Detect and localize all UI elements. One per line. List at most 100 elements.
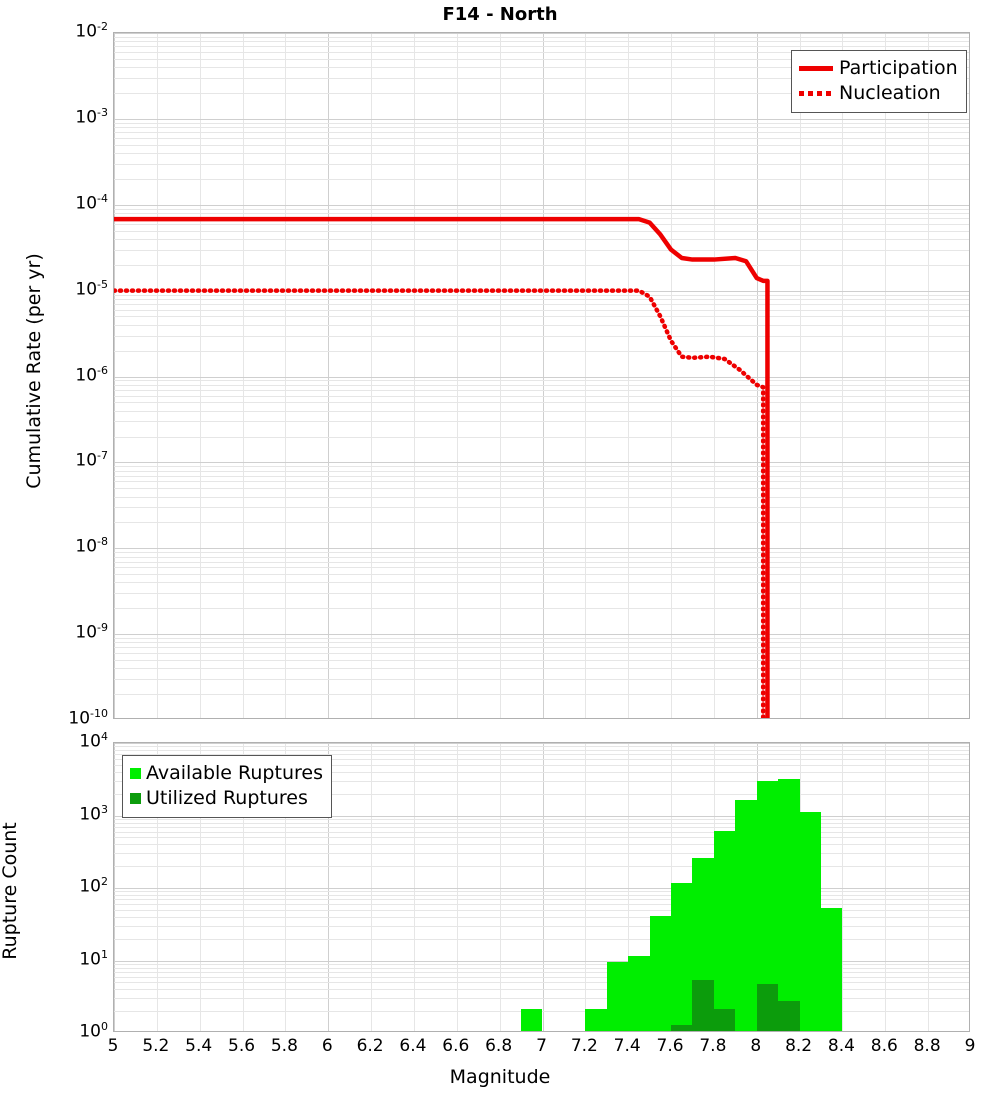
bar-available-ruptures [713, 830, 736, 1031]
gridline-minor [114, 231, 969, 232]
gridline-minor [114, 390, 969, 391]
gridline-minor [114, 660, 969, 661]
gridline-minor [114, 396, 969, 397]
gridline-minor [114, 476, 969, 477]
gridline-minor [114, 998, 969, 999]
gridline-vertical [243, 33, 244, 718]
gridline-minor [114, 351, 969, 352]
gridline-minor [114, 93, 969, 94]
x-tick-label: 7 [536, 1036, 547, 1056]
gridline-minor [114, 336, 969, 337]
bar-available-ruptures [799, 811, 822, 1031]
gridline-minor [114, 145, 969, 146]
gridline-minor [114, 562, 969, 563]
gridline-minor [114, 507, 969, 508]
x-tick-label: 6 [321, 1036, 333, 1056]
gridline-minor [114, 37, 969, 38]
gridline-minor [114, 819, 969, 820]
gridline-minor [114, 179, 969, 180]
x-tick-label: 8.2 [785, 1036, 813, 1056]
gridline-vertical [714, 33, 715, 718]
y-tick-label: 104 [79, 730, 108, 752]
gridline-vertical [500, 743, 501, 1031]
gridline-major [114, 888, 969, 889]
x-tick-label: 5.2 [142, 1036, 170, 1056]
x-tick-label: 6.6 [442, 1036, 470, 1056]
gridline-minor [114, 488, 969, 489]
gridline-vertical [885, 743, 886, 1031]
bar-available-ruptures [606, 961, 629, 1031]
gridline-minor [114, 481, 969, 482]
cumulative-rate-plot [113, 32, 970, 719]
bar-available-ruptures [585, 1009, 607, 1031]
y-tick-label: 10-9 [75, 621, 108, 643]
x-tick-label: 6.2 [356, 1036, 384, 1056]
legend-item-utilized[interactable]: Utilized Ruptures [130, 786, 323, 811]
gridline-minor [114, 402, 969, 403]
gridline-minor [114, 123, 969, 124]
gridline-minor [114, 385, 969, 386]
gridline-minor [114, 895, 969, 896]
gridline-minor [114, 989, 969, 990]
gridline-minor [114, 754, 969, 755]
gridline-minor [114, 977, 969, 978]
legend-item-available[interactable]: Available Ruptures [130, 761, 323, 786]
legend-label-available: Available Ruptures [146, 762, 323, 784]
gridline-minor [114, 593, 969, 594]
gridline-minor [114, 41, 969, 42]
gridline-vertical [114, 743, 115, 1031]
gridline-vertical [328, 743, 329, 1031]
gridline-vertical [800, 33, 801, 718]
gridline-minor [114, 59, 969, 60]
gridline-vertical [157, 33, 158, 718]
gridline-minor [114, 78, 969, 79]
gridline-major [114, 205, 969, 206]
legend-item-participation[interactable]: Participation [799, 56, 958, 81]
legend-item-nucleation[interactable]: Nucleation [799, 81, 958, 106]
gridline-minor [114, 325, 969, 326]
gridline-minor [114, 46, 969, 47]
gridline-minor [114, 471, 969, 472]
gridline-minor [114, 668, 969, 669]
y-axis-title-top: Cumulative Rate (per yr) [23, 253, 45, 489]
gridline-minor [114, 939, 969, 940]
gridline-vertical [157, 743, 158, 1031]
solid-line-icon [799, 66, 833, 71]
curve-nucleation [114, 288, 766, 718]
gridline-vertical [285, 743, 286, 1031]
gridline-minor [114, 823, 969, 824]
x-tick-label: 8 [750, 1036, 762, 1056]
y-tick-label: 10-4 [75, 191, 108, 214]
gridline-major [114, 548, 969, 549]
gridline-vertical [885, 33, 886, 718]
x-tick-label: 5.4 [185, 1036, 213, 1056]
gridline-vertical [328, 33, 329, 718]
gridline-minor [114, 582, 969, 583]
bar-available-ruptures [778, 778, 800, 1031]
gridline-vertical [200, 743, 201, 1031]
y-tick-labels-top: 10-2 10-3 10-4 10-5 10-6 10-7 10-8 10-9 10-10 [0, 20, 108, 729]
gridline-minor [114, 746, 969, 747]
gridline-minor [114, 972, 969, 973]
gridline-minor [114, 567, 969, 568]
gridline-minor [114, 917, 969, 918]
gridline-minor [114, 781, 969, 782]
gridline-minor [114, 853, 969, 854]
x-tick-label: 5.8 [270, 1036, 298, 1056]
bar-utilized-ruptures [713, 1009, 736, 1031]
gridline-vertical [842, 743, 843, 1031]
gridline-vertical [371, 33, 372, 718]
legend-label-nucleation: Nucleation [839, 82, 941, 104]
gridline-minor [114, 608, 969, 609]
gridline-minor [114, 765, 969, 766]
gridline-vertical [500, 33, 501, 718]
gridline-minor [114, 557, 969, 558]
x-axis-title: Magnitude [449, 1066, 551, 1088]
dotted-line-icon [799, 91, 833, 96]
gridline-vertical [543, 743, 544, 1031]
gridline-minor [114, 750, 969, 751]
gridline-major [114, 816, 969, 817]
gridline-minor [114, 832, 969, 833]
bar-available-ruptures [649, 916, 672, 1031]
